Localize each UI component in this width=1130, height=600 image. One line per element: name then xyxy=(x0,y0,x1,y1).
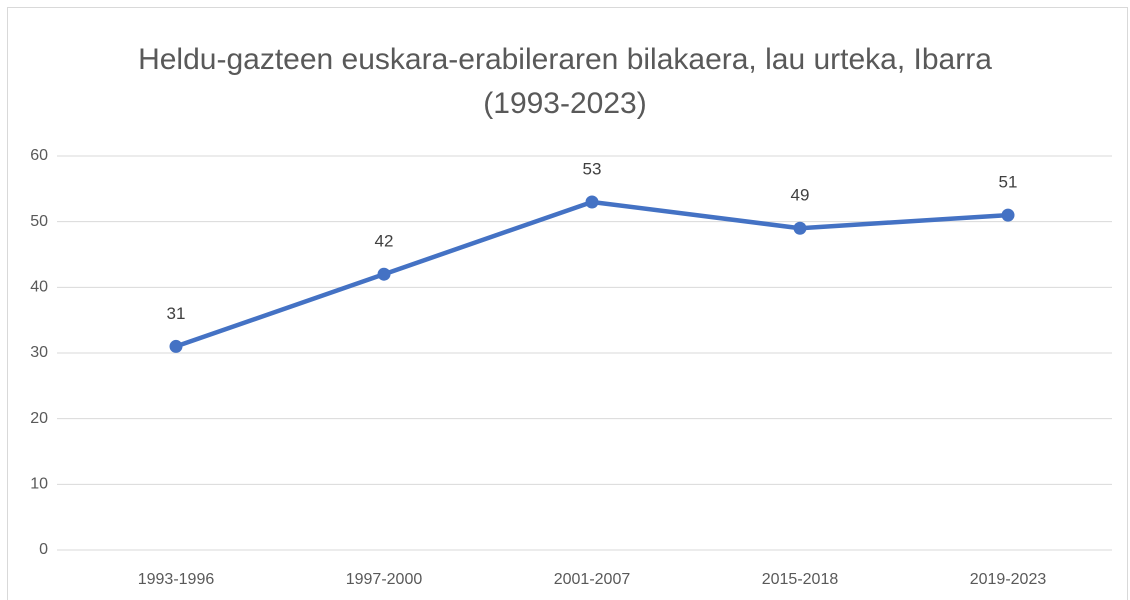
marker xyxy=(1001,208,1015,222)
data-label: 53 xyxy=(583,159,602,178)
x-tick-label: 2019-2023 xyxy=(970,571,1047,588)
x-tick-label: 2001-2007 xyxy=(554,571,631,588)
marker xyxy=(585,195,599,209)
data-label: 42 xyxy=(375,232,394,251)
chart-title: Heldu-gazteen euskara-erabileraren bilak… xyxy=(138,43,992,120)
y-tick-label: 60 xyxy=(30,147,48,164)
data-label: 51 xyxy=(999,173,1018,192)
x-tick-label: 1997-2000 xyxy=(346,571,423,588)
y-tick-label: 10 xyxy=(30,476,48,493)
data-label: 31 xyxy=(167,304,186,323)
data-label: 49 xyxy=(791,186,810,205)
y-tick-label: 20 xyxy=(30,410,48,427)
marker xyxy=(169,339,183,353)
x-tick-label: 1993-1996 xyxy=(138,571,215,588)
line xyxy=(175,199,1009,349)
x-tick-label: 2015-2018 xyxy=(762,571,839,588)
y-tick-label: 0 xyxy=(39,541,48,558)
chart-border xyxy=(7,7,1128,600)
y-tick-label: 30 xyxy=(30,344,48,361)
marker xyxy=(793,221,807,235)
marker xyxy=(377,267,391,281)
y-tick-label: 40 xyxy=(30,279,48,296)
y-tick-label: 50 xyxy=(30,213,48,230)
